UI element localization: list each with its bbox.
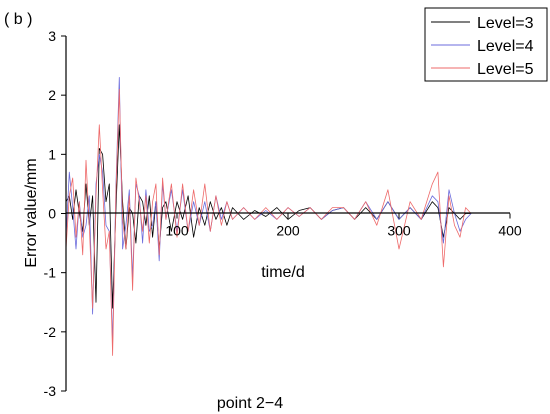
x-tick-label: 100 [165,223,189,239]
series-line-level-5 [65,88,472,356]
x-tick-label: 200 [276,223,300,239]
x-axis-title: time/d [261,264,305,281]
y-axis-title: Error value/mm [23,158,40,267]
legend: Level=3 Level=4 Level=5 [424,7,548,82]
x-tick-label: 300 [387,223,411,239]
figure-caption: point 2−4 [217,395,283,412]
y-tick-label: -1 [44,265,57,281]
x-axis-ticks: 100 200 300 400 [165,213,522,239]
legend-label-level-5: Level=5 [477,61,534,78]
series-layer [65,77,472,356]
y-tick-label: -2 [44,324,57,340]
panel-label: ( b ) [4,11,32,28]
y-tick-label: 3 [48,28,56,44]
x-tick-label: 400 [498,223,522,239]
y-tick-label: 0 [48,206,56,222]
legend-label-level-4: Level=4 [477,38,534,55]
y-tick-label: 2 [48,87,56,103]
y-tick-label: 1 [48,146,56,162]
y-axis-ticks: -3 -2 -1 0 1 2 3 [44,28,66,399]
legend-label-level-3: Level=3 [477,15,534,32]
y-tick-label: -3 [44,383,57,399]
